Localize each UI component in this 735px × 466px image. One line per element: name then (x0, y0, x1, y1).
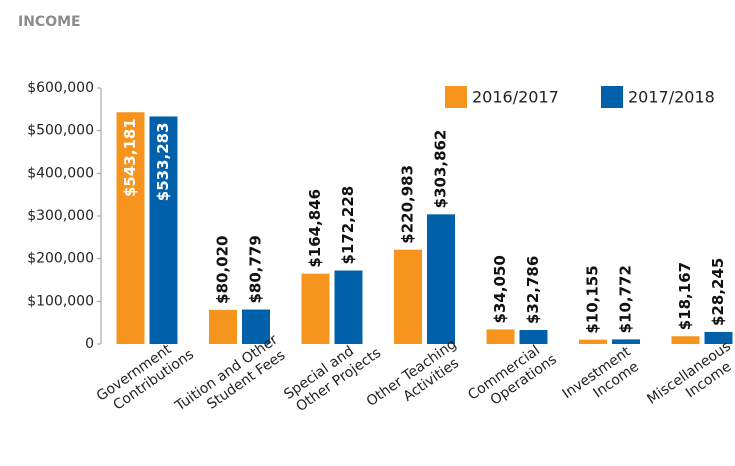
value-label: $10,772 (617, 265, 635, 333)
y-tick-label: 0 (85, 336, 94, 352)
legend-swatch (601, 86, 623, 108)
bar (427, 214, 455, 344)
value-label: $18,167 (676, 262, 694, 330)
bar (301, 273, 330, 344)
y-tick-label: $500,000 (27, 123, 94, 139)
y-tick-label: $200,000 (27, 251, 94, 267)
value-label: $164,846 (306, 189, 324, 268)
value-label: $303,862 (432, 130, 450, 209)
value-label: $543,181 (121, 118, 139, 197)
y-tick-label: $300,000 (27, 208, 94, 224)
bar (519, 330, 548, 344)
value-label: $34,050 (491, 255, 509, 323)
value-label: $80,779 (247, 235, 265, 303)
bar (704, 331, 733, 344)
y-tick-label: $600,000 (27, 80, 94, 96)
bar (394, 249, 422, 344)
bar (209, 309, 237, 344)
legend-swatch (445, 86, 467, 108)
bar (242, 309, 270, 344)
bar (149, 116, 178, 345)
value-label: $172,228 (339, 186, 357, 265)
bar (671, 336, 700, 344)
y-tick-label: $100,000 (27, 293, 94, 309)
legend-label: 2017/2018 (628, 88, 715, 107)
bar (116, 112, 145, 345)
bar (486, 329, 515, 344)
value-label: $533,283 (154, 122, 172, 201)
value-label: $32,786 (524, 256, 542, 324)
value-label: $220,983 (399, 165, 417, 244)
bar (579, 339, 607, 344)
bar (334, 270, 363, 344)
bar (612, 339, 640, 344)
value-label: $28,245 (709, 258, 727, 326)
legend-label: 2016/2017 (472, 88, 559, 107)
value-label: $80,020 (214, 236, 232, 304)
chart-title: INCOME (18, 14, 81, 30)
y-tick-label: $400,000 (27, 165, 94, 181)
value-label: $10,155 (584, 265, 602, 333)
